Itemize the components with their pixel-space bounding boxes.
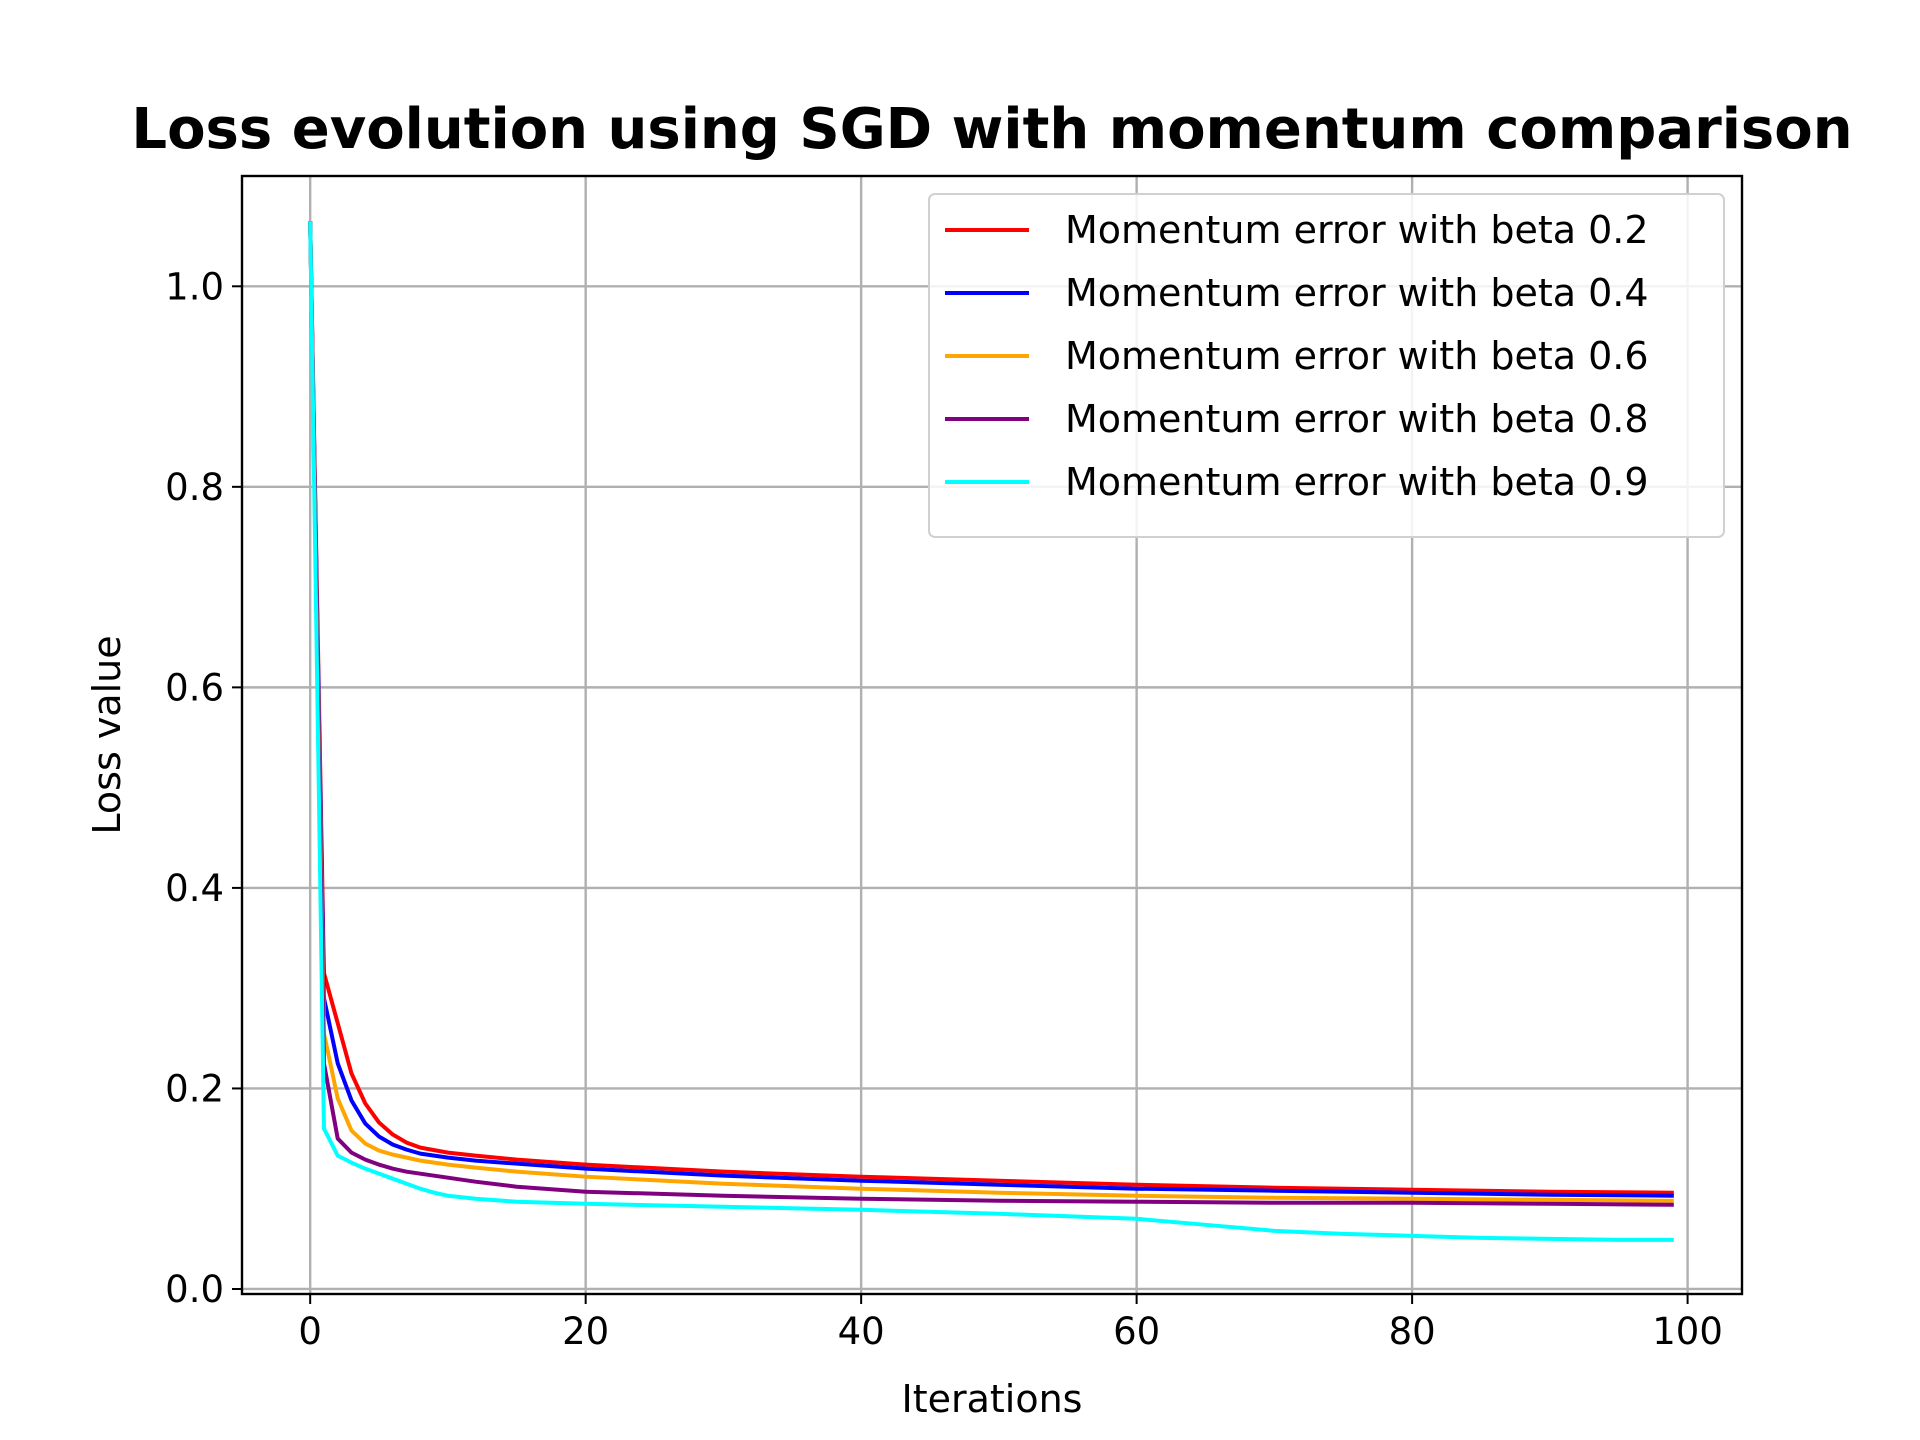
x-tick-label: 20 (562, 1310, 609, 1353)
series-line-beta-1 (308, 221, 1674, 1198)
x-axis-label: Iterations (902, 1377, 1083, 1421)
legend-label: Momentum error with beta 0.2 (1065, 208, 1649, 252)
legend-label: Momentum error with beta 0.8 (1065, 397, 1649, 441)
legend-box (928, 193, 1725, 538)
x-tick-label: 100 (1652, 1310, 1723, 1353)
legend: Momentum error with beta 0.2 Momentum err… (928, 193, 1725, 538)
series-line-beta-3 (308, 221, 1674, 1207)
legend-label: Momentum error with beta 0.6 (1065, 334, 1649, 378)
y-tick-label: 0.8 (165, 466, 224, 509)
y-tick-label: 1.0 (165, 265, 224, 308)
x-tick-label: 80 (1389, 1310, 1436, 1353)
y-tick-label: 0.2 (165, 1067, 224, 1110)
y-tick-label: 0.4 (165, 867, 224, 910)
plot-frame (240, 174, 1744, 1296)
series-line-beta-4 (308, 221, 1674, 1242)
chart-title: Loss evolution using SGD with momentum c… (131, 97, 1852, 162)
series-line-beta-0 (308, 221, 1674, 1195)
series-line-beta-2 (308, 221, 1674, 1203)
y-axis-label: Loss value (85, 635, 129, 834)
y-axis: 0.0 0.2 0.4 0.6 0.8 1.0 (165, 265, 242, 1311)
y-tick-label: 0.6 (165, 666, 224, 709)
x-tick-label: 60 (1113, 1310, 1160, 1353)
y-tick-label: 0.0 (165, 1268, 224, 1311)
x-tick-label: 40 (838, 1310, 885, 1353)
legend-label: Momentum error with beta 0.4 (1065, 271, 1649, 315)
legend-label: Momentum error with beta 0.9 (1065, 460, 1649, 504)
x-axis: 0 20 40 60 80 100 (298, 1294, 1723, 1353)
x-tick-label: 0 (298, 1310, 322, 1353)
series-lines (308, 221, 1674, 1242)
